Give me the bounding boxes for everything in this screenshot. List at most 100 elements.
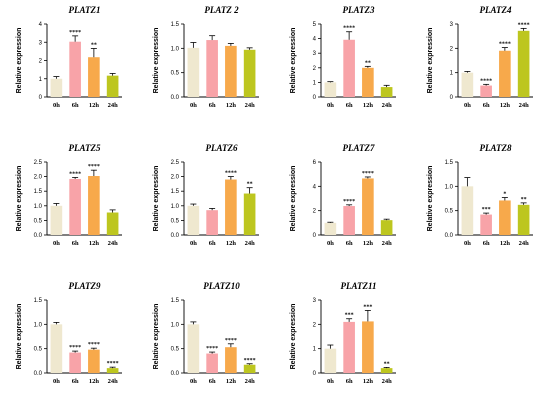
y-tick-label: 1.0 (445, 184, 454, 190)
bar (380, 220, 393, 235)
x-tick-label: 6h (483, 240, 490, 247)
bar (343, 206, 355, 235)
chart-title: PLATZ11 (341, 281, 377, 291)
x-tick-label: 12h (363, 240, 374, 247)
chart-title: PLATZ5 (69, 143, 101, 153)
significance-label: **** (206, 346, 218, 352)
bar (324, 82, 337, 97)
bar (206, 210, 218, 235)
y-tick-label: 1.5 (34, 189, 43, 195)
x-tick-label: 12h (500, 240, 511, 247)
chart-title: PLATZ4 (480, 5, 512, 15)
significance-label: **** (107, 361, 119, 367)
x-tick-label: 24h (519, 240, 530, 247)
bar (380, 368, 393, 373)
y-tick-label: 0 (450, 95, 454, 101)
bar (88, 57, 100, 97)
significance-label: **** (69, 171, 81, 177)
y-tick-label: 0.5 (171, 218, 180, 224)
bar (106, 212, 119, 235)
bar (517, 30, 530, 98)
y-tick-label: 0.0 (445, 233, 454, 239)
x-tick-label: 0h (53, 378, 60, 385)
bar (225, 179, 237, 235)
y-tick-label: 0.5 (171, 71, 180, 77)
significance-label: ** (384, 361, 390, 367)
y-tick-label: 3 (313, 298, 317, 304)
x-tick-label: 12h (226, 378, 237, 385)
y-tick-label: 1 (313, 80, 317, 86)
bar (88, 349, 100, 373)
y-tick-label: 2.0 (171, 175, 180, 181)
y-axis-label: Relative expression (16, 304, 23, 370)
chart-title: PLATZ 2 (204, 5, 239, 15)
y-tick-label: 0.0 (171, 95, 180, 101)
y-tick-label: 0 (313, 371, 317, 377)
y-axis-label: Relative expression (153, 304, 160, 370)
y-tick-label: 2 (39, 59, 43, 65)
x-tick-label: 6h (72, 102, 79, 109)
x-tick-label: 24h (245, 378, 256, 385)
chart-panel: PLATZ4 Relative expression 0 1 2 3 0h **** 6h ***… (427, 5, 533, 109)
y-tick-label: 0.5 (34, 218, 43, 224)
y-tick-label: 1 (450, 71, 454, 77)
y-tick-label: 1.0 (171, 322, 180, 328)
y-tick-label: 1.5 (171, 298, 180, 304)
x-tick-label: 24h (108, 102, 119, 109)
y-tick-label: 0.0 (34, 233, 43, 239)
bar (187, 324, 200, 373)
y-tick-label: 1.0 (171, 46, 180, 52)
significance-label: **** (343, 199, 355, 205)
chart-title: PLATZ9 (69, 281, 101, 291)
chart-panel: PLATZ10 Relative expression 0.0 0.5 1.0 1.5 0h… (153, 281, 259, 385)
significance-label: **** (343, 26, 355, 32)
y-tick-label: 1.5 (34, 298, 43, 304)
significance-label: **** (69, 345, 81, 351)
bar (461, 72, 474, 97)
bar (243, 364, 256, 373)
y-tick-label: 4 (313, 184, 317, 190)
y-tick-label: 0.5 (171, 347, 180, 353)
y-tick-label: 2 (450, 46, 454, 52)
chart-title: PLATZ1 (69, 5, 101, 15)
x-tick-label: 12h (500, 102, 511, 109)
bar (461, 186, 474, 235)
x-tick-label: 12h (363, 102, 374, 109)
x-tick-label: 24h (519, 102, 530, 109)
significance-label: ** (247, 182, 253, 188)
x-tick-label: 0h (190, 102, 197, 109)
significance-label: **** (225, 338, 237, 344)
significance-label: * (503, 192, 506, 198)
x-tick-label: 12h (89, 240, 100, 247)
y-tick-label: 2.0 (34, 175, 43, 181)
y-tick-label: 2 (313, 322, 317, 328)
y-tick-label: 1 (39, 77, 43, 83)
bar (69, 41, 81, 97)
y-tick-label: 1.0 (34, 204, 43, 210)
bar (106, 368, 119, 373)
y-tick-label: 1.5 (445, 160, 454, 166)
x-tick-label: 6h (209, 240, 216, 247)
chart-title: PLATZ6 (206, 143, 238, 153)
bar (206, 40, 218, 97)
x-tick-label: 6h (209, 378, 216, 385)
significance-label: *** (345, 313, 354, 319)
bar (187, 205, 200, 235)
significance-label: ** (365, 60, 371, 66)
y-tick-label: 6 (313, 160, 317, 166)
y-tick-label: 5 (313, 22, 317, 28)
bar (225, 347, 237, 373)
y-axis-label: Relative expression (153, 166, 160, 232)
bar (106, 75, 119, 97)
bar (324, 222, 337, 235)
y-tick-label: 0 (313, 233, 317, 239)
x-tick-label: 24h (382, 378, 393, 385)
x-tick-label: 24h (245, 240, 256, 247)
bar (243, 49, 256, 97)
x-tick-label: 12h (226, 102, 237, 109)
bar (69, 352, 81, 373)
chart-panel: PLATZ6 Relative expression 0.0 0.5 1.0 1.5 2.0… (153, 143, 259, 247)
bar (187, 47, 200, 97)
y-tick-label: 0 (313, 95, 317, 101)
